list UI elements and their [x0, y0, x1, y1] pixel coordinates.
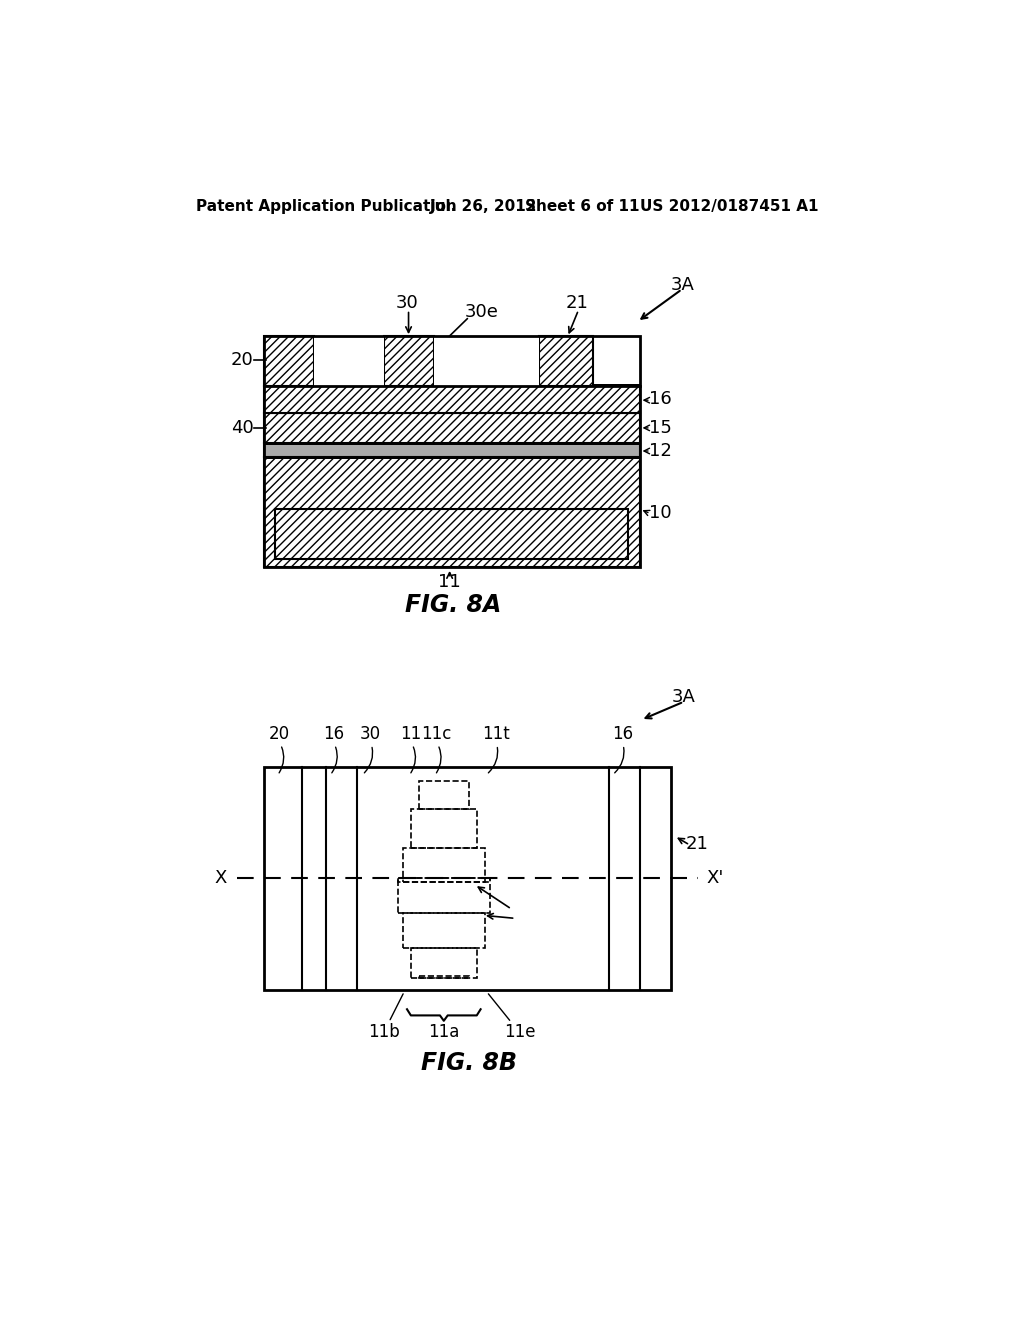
Text: FIG. 8B: FIG. 8B: [421, 1051, 517, 1076]
Bar: [419, 977, 469, 978]
Bar: [314, 335, 384, 385]
Bar: [434, 335, 539, 385]
Text: Patent Application Publication: Patent Application Publication: [197, 198, 457, 214]
Bar: [263, 335, 640, 566]
Bar: [263, 413, 640, 444]
Text: 11b: 11b: [368, 1023, 399, 1041]
Bar: [263, 767, 671, 990]
Text: 16: 16: [649, 391, 672, 408]
Text: 11a: 11a: [428, 1023, 460, 1041]
Text: 12: 12: [649, 442, 672, 459]
Bar: [263, 335, 314, 385]
Text: 3A: 3A: [672, 689, 696, 706]
Text: 30: 30: [395, 294, 419, 312]
Text: 11t: 11t: [482, 726, 510, 743]
Text: 16: 16: [612, 726, 633, 743]
Bar: [275, 508, 628, 558]
Text: US 2012/0187451 A1: US 2012/0187451 A1: [640, 198, 818, 214]
Text: FIG. 8A: FIG. 8A: [406, 593, 502, 616]
Bar: [397, 878, 489, 882]
Text: Sheet 6 of 11: Sheet 6 of 11: [524, 198, 639, 214]
Bar: [263, 385, 640, 412]
Text: 30: 30: [360, 726, 381, 743]
Text: 3A: 3A: [671, 276, 694, 294]
Text: 30e: 30e: [465, 304, 499, 321]
Text: Jul. 26, 2012: Jul. 26, 2012: [430, 198, 538, 214]
Bar: [263, 457, 640, 459]
Bar: [263, 444, 640, 457]
Text: 15: 15: [649, 418, 672, 437]
Text: 11c: 11c: [421, 726, 452, 743]
Text: 11: 11: [400, 726, 422, 743]
Bar: [263, 384, 640, 387]
Bar: [263, 442, 640, 444]
Text: 11: 11: [438, 573, 461, 591]
Bar: [263, 442, 640, 445]
Bar: [411, 948, 477, 978]
Text: X': X': [707, 870, 724, 887]
Bar: [397, 878, 489, 913]
Text: 16: 16: [323, 726, 344, 743]
Text: 10: 10: [649, 504, 672, 521]
Bar: [419, 780, 469, 809]
Bar: [384, 335, 434, 385]
Text: 21: 21: [686, 834, 709, 853]
Text: 20: 20: [268, 726, 290, 743]
Bar: [403, 847, 484, 882]
Text: 21: 21: [566, 294, 589, 312]
Bar: [403, 913, 484, 948]
Bar: [411, 809, 477, 847]
Bar: [539, 335, 593, 385]
Bar: [263, 457, 640, 566]
Text: 11e: 11e: [504, 1023, 536, 1041]
Text: X: X: [215, 870, 227, 887]
Text: 20: 20: [230, 351, 254, 370]
Text: 40: 40: [230, 418, 254, 437]
